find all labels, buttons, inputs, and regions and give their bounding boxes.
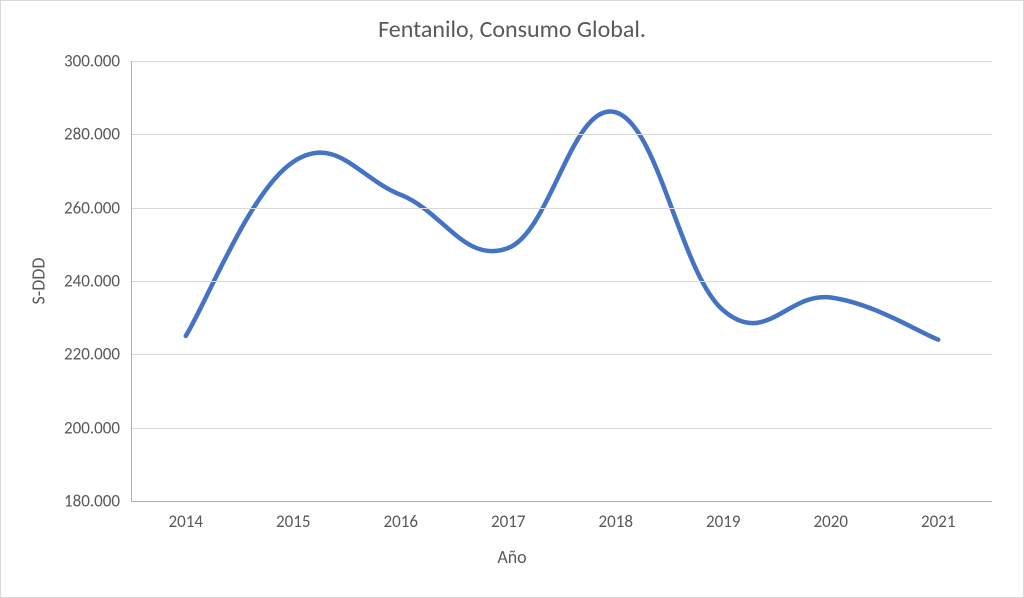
y-tick-label: 200.000	[64, 417, 120, 438]
y-tick-label: 260.000	[64, 197, 120, 218]
x-tick-label: 2015	[276, 511, 310, 532]
gridline	[132, 208, 992, 209]
y-tick-label: 280.000	[64, 124, 120, 145]
x-axis-title: Año	[1, 546, 1023, 568]
gridline	[132, 354, 992, 355]
x-tick-label: 2020	[814, 511, 848, 532]
x-tick-label: 2014	[169, 511, 203, 532]
x-tick-label: 2019	[706, 511, 740, 532]
y-tick-label: 300.000	[64, 51, 120, 72]
gridline	[132, 281, 992, 282]
series-line	[186, 112, 939, 340]
gridline	[132, 61, 992, 62]
x-tick-label: 2018	[599, 511, 633, 532]
x-tick-label: 2021	[921, 511, 955, 532]
x-tick-label: 2017	[491, 511, 525, 532]
plot-area: 180.000200.000220.000240.000260.000280.0…	[131, 61, 992, 502]
x-tick-label: 2016	[384, 511, 418, 532]
y-tick-label: 180.000	[64, 491, 120, 512]
chart-container: Fentanilo, Consumo Global. S-DDD Año 180…	[0, 0, 1024, 598]
gridline	[132, 134, 992, 135]
y-axis-title: S-DDD	[27, 258, 49, 305]
gridline	[132, 428, 992, 429]
y-tick-label: 220.000	[64, 344, 120, 365]
chart-title: Fentanilo, Consumo Global.	[1, 15, 1023, 44]
y-tick-label: 240.000	[64, 271, 120, 292]
